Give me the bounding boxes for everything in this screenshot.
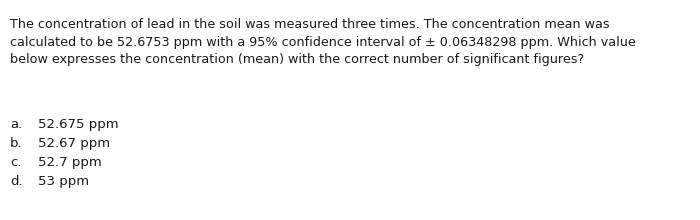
Text: b.: b. [10, 137, 22, 150]
Text: 52.675 ppm: 52.675 ppm [38, 118, 118, 131]
Text: 52.67 ppm: 52.67 ppm [38, 137, 110, 150]
Text: c.: c. [10, 156, 22, 169]
Text: The concentration of lead in the soil was measured three times. The concentratio: The concentration of lead in the soil wa… [10, 18, 636, 66]
Text: d.: d. [10, 175, 22, 188]
Text: a.: a. [10, 118, 22, 131]
Text: 53 ppm: 53 ppm [38, 175, 89, 188]
Text: 52.7 ppm: 52.7 ppm [38, 156, 102, 169]
